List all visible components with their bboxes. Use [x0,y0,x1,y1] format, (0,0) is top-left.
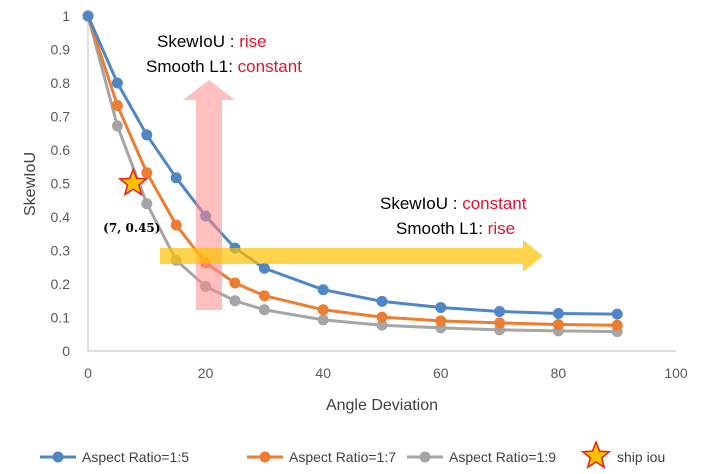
data-point [317,284,329,296]
annotation-1-line-2: Smooth L1: constant [146,57,302,76]
legend-label: ship iou [617,449,665,465]
y-axis-label: SkewIoU [22,152,39,216]
data-point [317,314,329,326]
legend-label: Aspect Ratio=1:5 [82,449,189,465]
data-point [111,77,123,89]
data-point [611,319,623,331]
data-point [494,305,506,317]
data-point [435,301,447,313]
data-point [435,315,447,327]
data-point [552,319,564,331]
y-tick-label: 0 [62,343,70,359]
legend-label: Aspect Ratio=1:9 [449,449,556,465]
y-tick-label: 0.7 [51,109,71,125]
data-point [494,317,506,329]
data-point [170,172,182,184]
data-point [141,167,153,179]
legend-item-2: Aspect Ratio=1:7 [247,449,396,465]
ship-iou-point-label: (7, 0.45) [103,221,160,235]
legend-swatch-marker [52,451,64,463]
legend: Aspect Ratio=1:5 Aspect Ratio=1:7 Aspect R… [40,439,665,469]
data-point [376,319,388,331]
y-tick-label: 0.1 [51,310,71,326]
data-point [229,295,241,307]
data-point [141,129,153,141]
data-point [611,308,623,320]
x-axis-label: Angle Deviation [326,397,438,414]
legend-label: Aspect Ratio=1:7 [289,449,396,465]
legend-swatch-marker [419,451,431,463]
data-point [82,10,94,22]
annotation-2-line-1: SkewIoU : constant [380,194,527,213]
data-point [170,219,182,231]
y-tick-label: 0.2 [51,276,71,292]
y-tick-label: 0.3 [51,243,71,259]
y-tick-label: 0.5 [51,176,71,192]
ship-iou-star-icon [117,167,149,197]
legend-item-3: Aspect Ratio=1:9 [407,449,556,465]
x-tick-label: 60 [433,365,449,381]
x-tick-label: 100 [664,365,688,381]
x-tick-label: 0 [84,365,92,381]
legend-item-1: Aspect Ratio=1:5 [40,449,189,465]
legend-item-ship-iou: ship iou [580,439,665,469]
x-tick-label: 40 [315,365,331,381]
data-point [258,304,270,316]
constant-arrow [160,240,543,272]
data-point [111,120,123,132]
x-tick-label: 80 [551,365,567,381]
data-point [141,198,153,210]
y-tick-label: 1 [62,8,70,24]
data-point [229,277,241,289]
y-tick-label: 0.6 [51,142,71,158]
data-point [317,304,329,316]
data-point [111,99,123,111]
data-point [552,307,564,319]
y-tick-label: 0.9 [51,42,71,58]
legend-star-icon [580,439,612,469]
annotation-2-line-2: Smooth L1: rise [396,219,515,238]
data-point [258,290,270,302]
series-2 [82,10,623,331]
y-tick-label: 0.8 [51,75,71,91]
data-point [258,262,270,274]
y-tick-label: 0.4 [51,209,71,225]
annotation-1-line-1: SkewIoU : rise [157,32,267,51]
x-tick-label: 20 [198,365,214,381]
data-point [376,311,388,323]
data-point [376,295,388,307]
legend-swatch-marker [259,451,271,463]
